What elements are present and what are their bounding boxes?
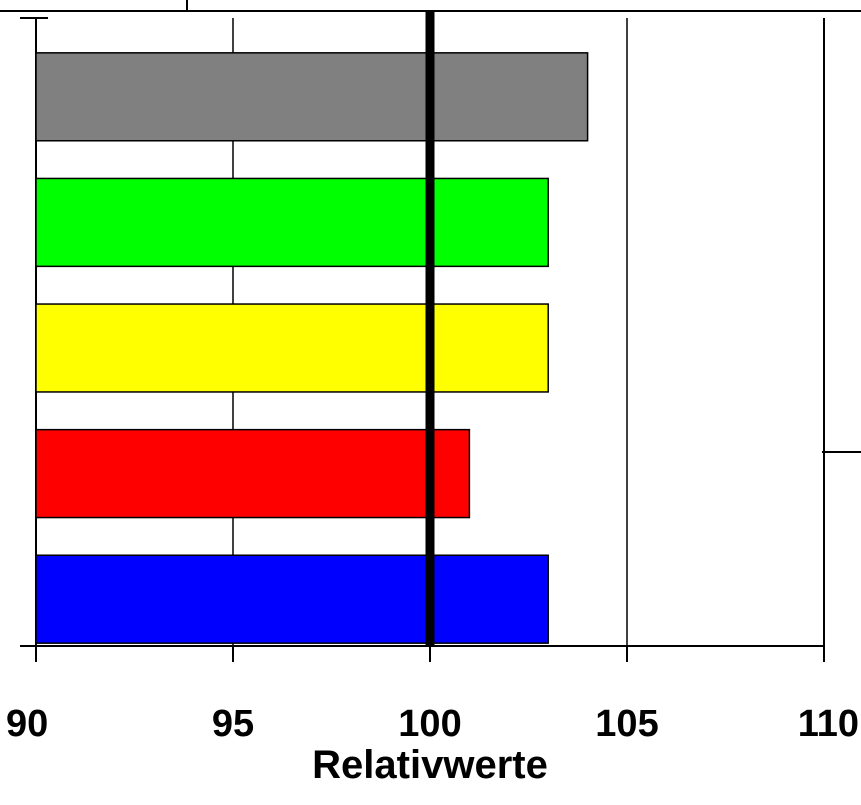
bar <box>35 428 471 519</box>
bar <box>35 177 549 268</box>
x-tick-label: 110 <box>798 703 859 745</box>
bars <box>35 52 589 644</box>
x-axis-title: Relativwerte <box>312 743 548 787</box>
x-tick-label: 100 <box>398 703 461 745</box>
x-tick-label: 90 <box>6 703 48 745</box>
x-tick-label: 105 <box>595 703 658 745</box>
bar <box>35 554 549 644</box>
bar <box>35 52 589 142</box>
x-tick-label: 95 <box>212 703 254 745</box>
bar <box>35 303 549 393</box>
x-ticks: 90 95 100 105 110 <box>6 646 859 745</box>
